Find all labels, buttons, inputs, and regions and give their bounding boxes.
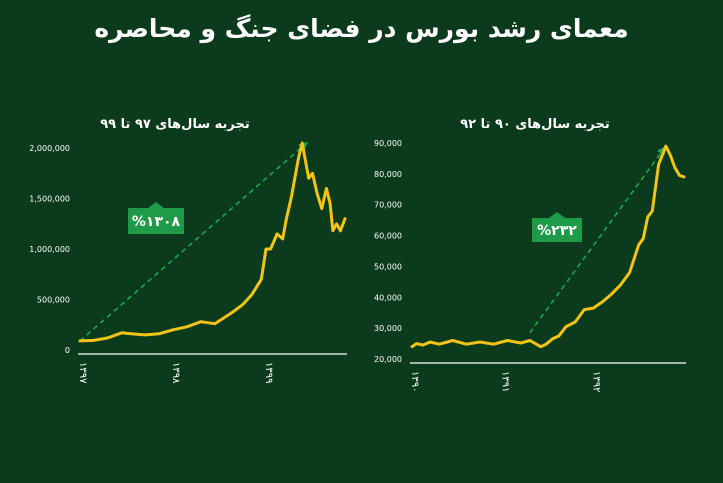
chart-right-growth-badge: %۲۳۲ [532,212,582,242]
chart-right-y-tick-label: 50,000 [374,262,402,271]
chart-left-y-tick-label: 1,000,000 [29,245,70,254]
chart-left-y-tick-label: 1,500,000 [29,195,70,204]
chart-right-series-line [410,144,686,349]
chart-right-y-tick-label: 60,000 [374,232,402,241]
chart-right-x-tick-label: ۱۳۹۲ [590,371,601,392]
chart-right-y-tick-label: 80,000 [374,170,402,179]
chart-right-x-tick-label: ۱۳۹۰ [409,371,420,392]
chart-left-series-line [78,141,347,343]
chart-right-x-tick-label: ۱۳۹۱ [500,371,511,392]
chart-right-y-tick-label: 30,000 [374,324,402,333]
chart-right-y-tick-label: 70,000 [374,201,402,210]
chart-left-x-tick-label: ۱۳۹۸ [170,362,181,384]
page-title: معمای رشد بورس در فضای جنگ و محاصره [94,14,629,43]
chart-left-x-tick-label: ۱۳۹۹ [263,362,274,383]
badge-pointer [148,202,164,208]
badge-pointer [549,212,565,218]
chart-right-badge-label: %۲۳۲ [537,223,577,239]
badge-background [128,208,184,234]
chart-left-badge-label: %۱۳۰۸ [132,214,181,230]
chart-left-y-tick-label: 2,000,000 [29,144,70,153]
chart-right: تجربه سال‌های ۹۰ تا ۹۲ 90,000 80,000 70,00… [374,117,686,392]
chart-left-trend-line [79,141,309,342]
chart-right-trend-line [529,145,667,334]
chart-right-title: تجربه سال‌های ۹۰ تا ۹۲ [460,117,610,132]
badge-background [532,218,582,242]
chart-right-y-tick-label: 90,000 [374,139,402,148]
chart-left-x-tick-label: ۱۳۹۷ [77,362,88,384]
chart-right-y-tick-label: 40,000 [374,293,402,302]
chart-left-title: تجربه سال‌های ۹۷ تا ۹۹ [100,117,250,132]
chart-right-y-tick-label: 20,000 [374,355,402,364]
chart-left-y-tick-label: 500,000 [37,296,70,305]
chart-left-growth-badge: %۱۳۰۸ [128,202,184,234]
chart-left-y-tick-label: 0 [65,346,70,355]
chart-left: تجربه سال‌های ۹۷ تا ۹۹ 2,000,000 1,500,00… [29,117,347,384]
